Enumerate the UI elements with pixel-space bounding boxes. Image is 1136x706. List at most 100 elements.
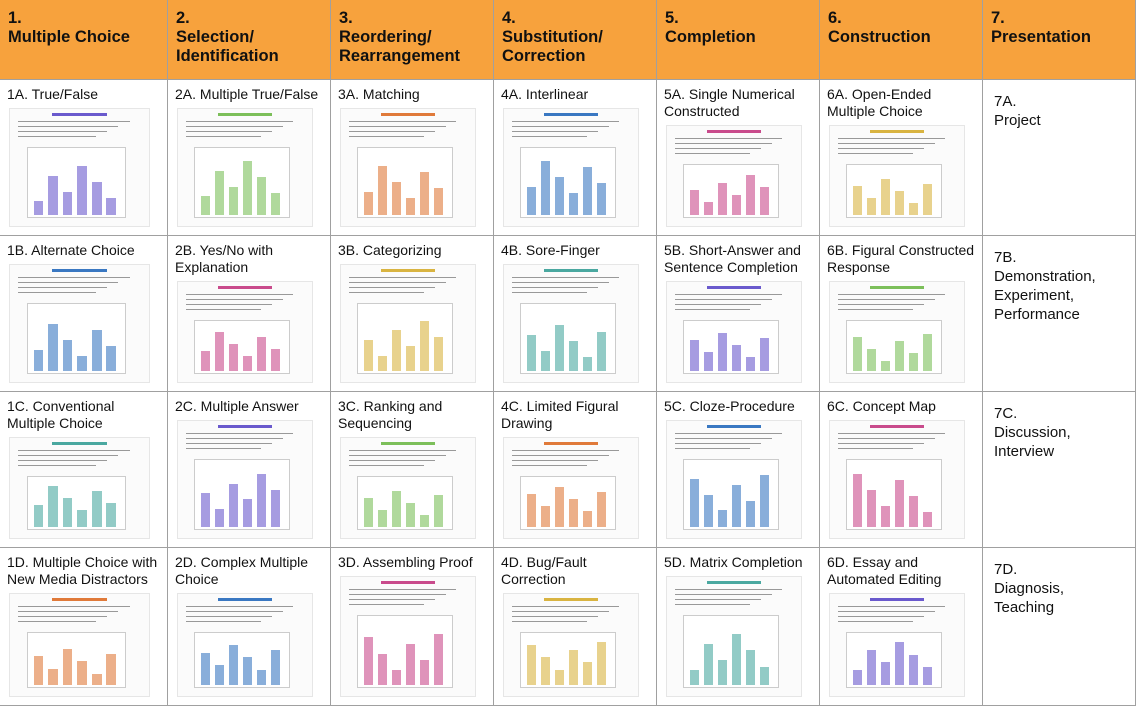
thumb-figure-part bbox=[894, 642, 905, 685]
thumb-figure bbox=[683, 459, 779, 530]
thumb-figure bbox=[520, 476, 616, 530]
thumb-figure-part bbox=[106, 346, 117, 371]
thumb-text-line bbox=[838, 433, 946, 434]
thumb-figure-part bbox=[91, 330, 102, 371]
thumb-text-line bbox=[18, 455, 119, 456]
cell-label: 3C. Ranking and Sequencing bbox=[338, 398, 443, 431]
thumb-text-line bbox=[186, 433, 294, 434]
thumb-text-line bbox=[18, 616, 108, 617]
thumb-figure-part bbox=[434, 188, 444, 215]
thumb-text-line bbox=[349, 450, 457, 451]
cell-label: 2B. Yes/No with Explanation bbox=[175, 242, 274, 275]
thumb-text-line bbox=[349, 121, 457, 122]
thumb-heading bbox=[707, 130, 761, 133]
thumb-text-line bbox=[186, 621, 262, 622]
table-cell: 6C. Concept Map bbox=[820, 392, 983, 548]
thumb-figure-part bbox=[48, 175, 58, 215]
thumb-figure-part bbox=[48, 485, 58, 527]
thumb-text-line bbox=[512, 621, 588, 622]
thumb-figure-part bbox=[33, 505, 44, 527]
thumb-figure-part bbox=[363, 497, 374, 527]
thumb-figure-part bbox=[91, 181, 102, 215]
thumb-figure-part bbox=[866, 348, 877, 371]
thumb-text-line bbox=[512, 287, 598, 288]
thumb-text-line bbox=[186, 126, 283, 127]
thumb-heading bbox=[381, 581, 435, 584]
thumb-text-line bbox=[675, 153, 751, 154]
thumb-figure-part bbox=[62, 191, 73, 215]
thumb-figure-part bbox=[91, 490, 102, 527]
thumb-figure bbox=[683, 164, 779, 218]
thumb-figure-part bbox=[62, 339, 73, 371]
thumb-figure bbox=[683, 615, 779, 688]
thumb-text-line bbox=[349, 287, 435, 288]
thumb-text-line bbox=[349, 131, 435, 132]
thumb-heading bbox=[870, 130, 924, 133]
item-thumbnail bbox=[340, 576, 476, 697]
thumb-text-line bbox=[186, 294, 294, 295]
cell-label: 6C. Concept Map bbox=[827, 398, 936, 414]
thumb-text-line bbox=[18, 460, 108, 461]
thumb-text-line bbox=[838, 611, 935, 612]
thumb-figure-part bbox=[200, 196, 211, 215]
item-thumbnail bbox=[829, 420, 965, 539]
thumb-figure-part bbox=[526, 494, 537, 527]
thumb-text-line bbox=[838, 148, 924, 149]
thumb-text-line bbox=[349, 292, 425, 293]
thumb-text-line bbox=[18, 282, 119, 283]
thumb-text-line bbox=[675, 438, 772, 439]
column-number: 2. bbox=[176, 9, 190, 27]
cell-label: 3D. Assembling Proof bbox=[338, 554, 473, 570]
thumb-text-line bbox=[186, 131, 272, 132]
thumb-figure-part bbox=[271, 489, 281, 527]
cell-label: 7A. Project bbox=[994, 93, 1041, 129]
item-thumbnail bbox=[340, 264, 476, 383]
item-thumbnail bbox=[503, 108, 639, 227]
thumb-figure-part bbox=[405, 502, 416, 527]
cell-label: 2C. Multiple Answer bbox=[175, 398, 299, 414]
thumb-figure-part bbox=[77, 355, 87, 371]
item-thumbnail bbox=[503, 593, 639, 697]
item-thumbnail bbox=[9, 593, 150, 697]
thumb-figure-part bbox=[582, 662, 593, 685]
table-cell: 3B. Categorizing bbox=[331, 236, 494, 392]
thumb-figure-part bbox=[597, 491, 607, 527]
cell-label: 7C. Discussion, Interview bbox=[994, 405, 1071, 460]
thumb-text-line bbox=[18, 121, 130, 122]
thumb-figure-part bbox=[77, 509, 87, 527]
thumb-figure-part bbox=[554, 177, 565, 215]
thumb-figure-part bbox=[33, 656, 44, 685]
thumb-figure-part bbox=[923, 334, 933, 371]
thumb-figure-part bbox=[866, 649, 877, 685]
thumb-figure-part bbox=[200, 493, 211, 527]
item-thumbnail bbox=[340, 108, 476, 227]
table-cell: 5A. Single Numerical Constructed bbox=[657, 80, 820, 236]
thumb-figure-part bbox=[33, 349, 44, 371]
table-cell: 1B. Alternate Choice bbox=[0, 236, 168, 392]
cell-label: 6A. Open-Ended Multiple Choice bbox=[827, 86, 932, 119]
thumb-heading bbox=[381, 442, 435, 445]
thumb-figure-part bbox=[405, 197, 416, 215]
thumb-text-line bbox=[512, 450, 620, 451]
thumb-text-line bbox=[186, 611, 283, 612]
cell-label: 6B. Figural Constructed Response bbox=[827, 242, 975, 275]
thumb-figure-part bbox=[106, 653, 117, 685]
thumb-figure-part bbox=[582, 167, 593, 215]
thumb-figure-part bbox=[745, 356, 756, 371]
column-header: 7. Presentation bbox=[983, 0, 1136, 80]
cell-label: 5B. Short-Answer and Sentence Completion bbox=[664, 242, 801, 275]
thumb-heading bbox=[51, 442, 108, 445]
thumb-text-line bbox=[18, 131, 108, 132]
thumb-figure-part bbox=[731, 345, 742, 371]
thumb-figure-part bbox=[526, 645, 537, 685]
thumb-heading bbox=[544, 113, 598, 116]
thumb-figure-part bbox=[214, 170, 225, 215]
thumb-text-line bbox=[675, 594, 772, 595]
thumb-text-line bbox=[512, 465, 588, 466]
thumb-text-line bbox=[186, 309, 262, 310]
thumb-figure bbox=[520, 147, 616, 218]
table-cell: 6A. Open-Ended Multiple Choice bbox=[820, 80, 983, 236]
thumb-text-line bbox=[18, 606, 130, 607]
thumb-text-line bbox=[349, 599, 435, 600]
thumb-figure-part bbox=[760, 666, 770, 685]
